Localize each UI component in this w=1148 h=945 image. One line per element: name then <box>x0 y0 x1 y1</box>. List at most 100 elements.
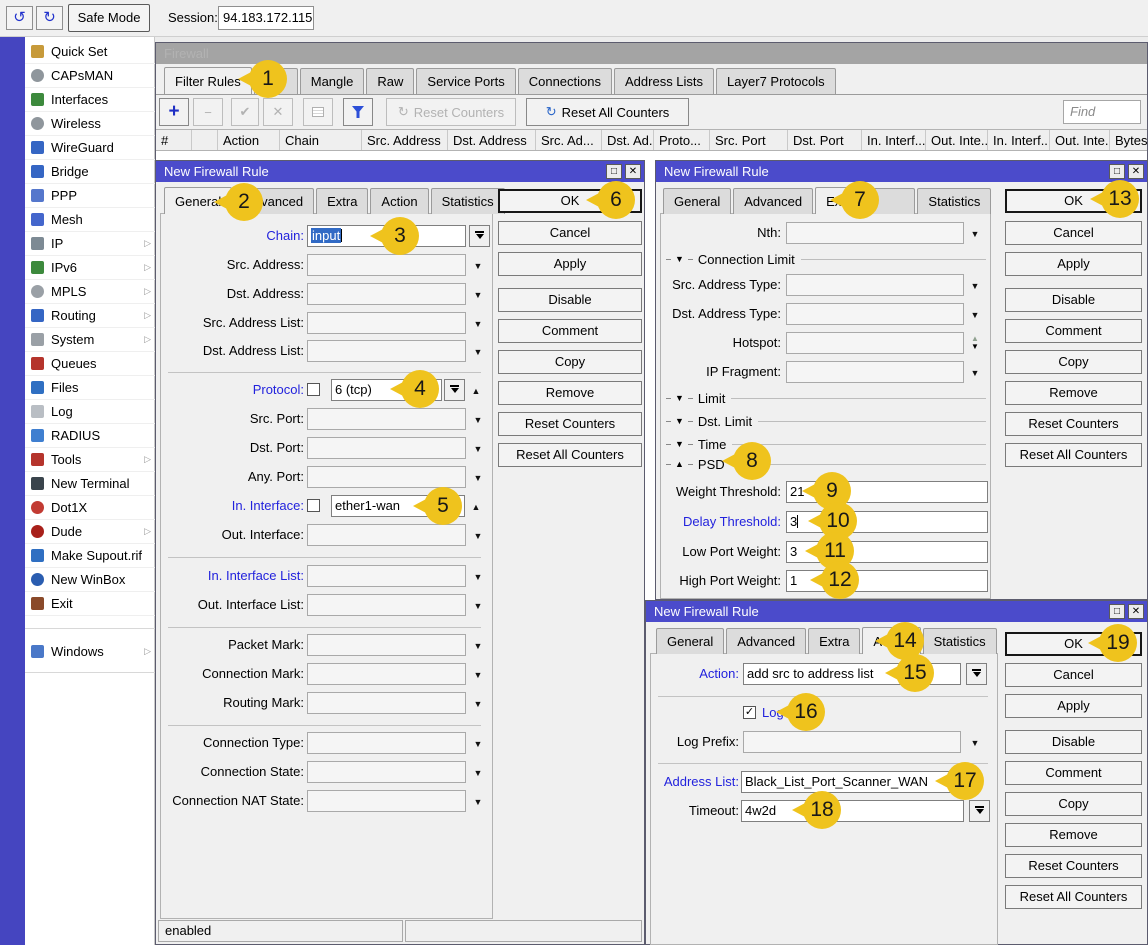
reset-all-counters-button[interactable]: Reset All Counters <box>1005 443 1142 467</box>
limit-group[interactable]: ▼ Limit <box>664 387 986 409</box>
disable-button[interactable]: Disable <box>498 288 642 312</box>
dialog-titlebar[interactable]: New Firewall Rule □ ✕ <box>156 161 644 182</box>
time-group[interactable]: ▼ Time <box>664 433 986 455</box>
dropdown-arrow-icon[interactable]: ▼ <box>473 319 483 329</box>
sidebar-item-mpls[interactable]: MPLS ▷ <box>25 280 155 304</box>
sidebar-item-ipv6[interactable]: IPv6 ▷ <box>25 256 155 280</box>
comment-button[interactable]: Comment <box>1005 319 1142 343</box>
filter-button[interactable] <box>343 98 373 126</box>
sidebar-item-queues[interactable]: Queues <box>25 352 155 376</box>
redo-icon[interactable]: ↻ <box>36 6 63 30</box>
dropdown-load-icon[interactable] <box>444 379 465 401</box>
reset-counters-button[interactable]: Reset Counters <box>1005 854 1142 878</box>
apply-button[interactable]: Apply <box>498 252 642 276</box>
dropdown-arrow-icon[interactable]: ▼ <box>473 768 483 778</box>
hotspot-field[interactable] <box>786 332 964 354</box>
dropdown-arrow-icon[interactable]: ▼ <box>473 531 483 541</box>
routing-mark-field[interactable] <box>307 692 466 714</box>
tab-advanced[interactable]: Advanced <box>733 188 814 214</box>
close-icon[interactable]: ✕ <box>625 164 641 179</box>
sidebar-item-new-winbox[interactable]: New WinBox <box>25 568 155 592</box>
column-header[interactable]: Chain <box>280 130 362 150</box>
copy-button[interactable]: Copy <box>1005 350 1142 374</box>
cancel-button[interactable]: Cancel <box>1005 221 1142 245</box>
packet-mark-field[interactable] <box>307 634 466 656</box>
column-header[interactable]: Src. Port <box>710 130 788 150</box>
dropdown-load-icon[interactable] <box>969 800 990 822</box>
remove-field-arrow-icon[interactable]: ▲ <box>471 386 481 396</box>
dropdown-arrow-icon[interactable]: ▼ <box>473 641 483 651</box>
sidebar-item-mesh[interactable]: Mesh <box>25 208 155 232</box>
in-interface-negate-checkbox[interactable] <box>307 499 320 512</box>
connection-mark-field[interactable] <box>307 663 466 685</box>
column-header[interactable]: # <box>156 130 192 150</box>
dropdown-arrow-icon[interactable]: ▼ <box>970 738 980 748</box>
find-input[interactable]: Find <box>1063 100 1141 124</box>
dst-address-field[interactable] <box>307 283 466 305</box>
maximize-icon[interactable]: □ <box>1109 604 1125 619</box>
column-header[interactable]: Src. Address <box>362 130 448 150</box>
tab-statistics[interactable]: Statistics <box>917 188 992 214</box>
ip-fragment-field[interactable] <box>786 361 964 383</box>
sidebar-item-ip[interactable]: IP ▷ <box>25 232 155 256</box>
tab-extra[interactable]: Extra <box>316 188 369 214</box>
column-header[interactable]: In. Interf... <box>862 130 926 150</box>
reset-counters-toolbar-button[interactable]: ↻ Reset Counters <box>386 98 516 126</box>
column-header[interactable]: Out. Inte... <box>926 130 988 150</box>
copy-button[interactable]: Copy <box>1005 792 1142 816</box>
connection-type-field[interactable] <box>307 732 466 754</box>
disable-button[interactable]: Disable <box>1005 288 1142 312</box>
any-port-field[interactable] <box>307 466 466 488</box>
dropdown-load-icon[interactable] <box>469 225 490 247</box>
tab-address-lists[interactable]: Address Lists <box>614 68 715 94</box>
dialog-titlebar[interactable]: New Firewall Rule □ ✕ <box>656 161 1147 182</box>
sidebar-item-make-supout[interactable]: Make Supout.rif <box>25 544 155 568</box>
src-address-type-field[interactable] <box>786 274 964 296</box>
reset-all-counters-button[interactable]: Reset All Counters <box>498 443 642 467</box>
sidebar-item-wireguard[interactable]: WireGuard <box>25 136 155 160</box>
dropdown-arrow-icon[interactable]: ▼ <box>473 444 483 454</box>
add-rule-button[interactable]: + <box>159 98 189 126</box>
dropdown-load-icon[interactable] <box>966 663 987 685</box>
column-header[interactable]: In. Interf... <box>988 130 1050 150</box>
column-header[interactable]: Action <box>218 130 280 150</box>
sidebar-item-wireless[interactable]: Wireless <box>25 112 155 136</box>
dropdown-arrow-icon[interactable]: ▼ <box>473 739 483 749</box>
remove-rule-button[interactable]: − <box>193 98 223 126</box>
dst-address-type-field[interactable] <box>786 303 964 325</box>
tab-general[interactable]: General <box>663 188 732 214</box>
dropdown-arrow-icon[interactable]: ▼ <box>473 699 483 709</box>
comment-rule-button[interactable] <box>303 98 333 126</box>
sidebar-item-ppp[interactable]: PPP <box>25 184 155 208</box>
sidebar-item-tools[interactable]: Tools ▷ <box>25 448 155 472</box>
column-header[interactable]: Dst. Address <box>448 130 536 150</box>
sidebar-item-quick-set[interactable]: Quick Set <box>25 40 155 64</box>
column-header[interactable] <box>192 130 218 150</box>
remove-button[interactable]: Remove <box>498 381 642 405</box>
dropdown-arrow-icon[interactable]: ▼ <box>970 281 980 291</box>
reset-all-counters-button[interactable]: Reset All Counters <box>1005 885 1142 909</box>
connection-limit-group[interactable]: ▼ Connection Limit <box>664 248 986 270</box>
psd-group[interactable]: ▲ PSD <box>664 453 986 475</box>
sidebar-item-dot1x[interactable]: Dot1X <box>25 496 155 520</box>
close-icon[interactable]: ✕ <box>1128 604 1144 619</box>
enable-rule-button[interactable]: ✔ <box>231 98 259 126</box>
tab-action[interactable]: Action <box>370 188 429 214</box>
firewall-window-titlebar[interactable]: Firewall <box>156 43 1147 64</box>
sidebar-item-system[interactable]: System ▷ <box>25 328 155 352</box>
maximize-icon[interactable]: □ <box>1109 164 1125 179</box>
connection-state-field[interactable] <box>307 761 466 783</box>
column-header[interactable]: Dst. Ad... <box>602 130 654 150</box>
sidebar-item-dude[interactable]: Dude ▷ <box>25 520 155 544</box>
remove-button[interactable]: Remove <box>1005 823 1142 847</box>
sidebar-item-capsman[interactable]: CAPsMAN <box>25 64 155 88</box>
tab-general[interactable]: General <box>656 628 725 654</box>
tab-advanced[interactable]: Advanced <box>726 628 807 654</box>
address-list-field[interactable]: Black_List_Port_Scanner_WAN <box>741 771 951 793</box>
log-checkbox[interactable]: ✓ <box>743 706 756 719</box>
remove-button[interactable]: Remove <box>1005 381 1142 405</box>
tab-statistics[interactable]: Statistics <box>430 188 505 214</box>
disable-button[interactable]: Disable <box>1005 730 1142 754</box>
src-port-field[interactable] <box>307 408 466 430</box>
sidebar-item-new-terminal[interactable]: New Terminal <box>25 472 155 496</box>
